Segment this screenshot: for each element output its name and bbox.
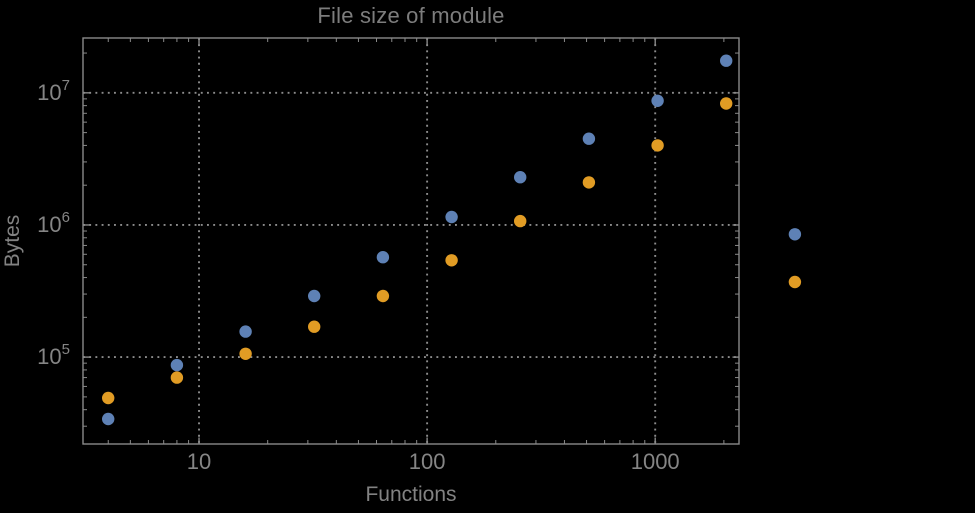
data-point-series-blue bbox=[651, 94, 664, 108]
data-point-series-blue bbox=[239, 325, 252, 338]
data-point-series-blue bbox=[102, 412, 115, 426]
data-point-series-orange bbox=[376, 289, 390, 303]
data-point-series-orange bbox=[514, 214, 527, 228]
x-axis-label: Functions bbox=[365, 483, 457, 506]
data-point-series-orange bbox=[651, 139, 664, 152]
data-point-series-blue bbox=[308, 289, 321, 303]
y-tick-label: 106 bbox=[37, 209, 70, 237]
data-point-series-blue bbox=[720, 54, 733, 67]
y-tick-label: 107 bbox=[37, 77, 70, 105]
data-point-series-blue bbox=[788, 228, 802, 241]
plot-title: File size of module bbox=[317, 3, 505, 28]
data-point-series-orange bbox=[308, 320, 321, 333]
x-tick-label: 10 bbox=[187, 449, 211, 474]
plot-frame bbox=[82, 37, 740, 445]
data-point-series-orange bbox=[788, 275, 802, 289]
data-point-series-orange bbox=[170, 371, 184, 384]
data-point-series-blue bbox=[514, 171, 527, 184]
data-point-series-orange bbox=[720, 97, 733, 110]
y-axis-label: Bytes bbox=[1, 214, 24, 268]
data-point-series-orange bbox=[582, 176, 596, 189]
data-point-series-blue bbox=[376, 251, 390, 264]
data-point-series-blue bbox=[445, 210, 458, 224]
data-point-series-orange bbox=[445, 254, 458, 267]
data-point-series-orange bbox=[102, 391, 115, 405]
data-point-series-blue bbox=[170, 358, 184, 372]
x-tick-label: 100 bbox=[409, 449, 446, 474]
y-tick-label: 105 bbox=[37, 341, 70, 369]
x-tick-label: 1000 bbox=[631, 449, 680, 474]
data-point-series-orange bbox=[239, 347, 252, 360]
data-point-series-blue bbox=[582, 132, 596, 145]
